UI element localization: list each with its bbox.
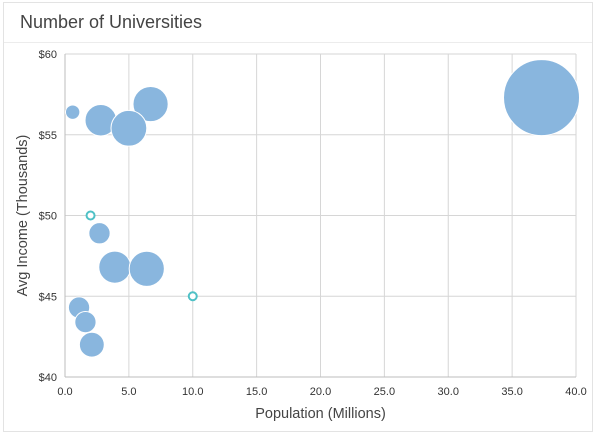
data-bubble xyxy=(74,310,97,334)
y-tick-label: $50 xyxy=(39,211,57,223)
y-tick-label: $55 xyxy=(39,130,57,142)
x-axis-title: Population (Millions) xyxy=(255,406,386,422)
chart-title: Number of Universities xyxy=(20,12,203,32)
y-tick-labels: $40 $45 $50 $55 $60 xyxy=(39,49,57,384)
x-tick-label: 40.0 xyxy=(565,386,586,398)
data-bubble xyxy=(128,250,165,287)
y-tick-label: $60 xyxy=(39,49,57,61)
chart-panel: Number of Universities xyxy=(3,2,593,432)
x-tick-label: 20.0 xyxy=(310,386,331,398)
x-tick-label: 0.0 xyxy=(57,386,72,398)
data-bubble xyxy=(110,109,148,147)
data-bubble xyxy=(98,250,132,284)
data-bubble xyxy=(78,331,105,358)
bubbles xyxy=(64,59,581,358)
data-bubble xyxy=(64,104,81,120)
x-tick-label: 10.0 xyxy=(182,386,203,398)
panel-header: Number of Universities xyxy=(4,3,592,43)
x-tick-label: 35.0 xyxy=(501,386,522,398)
y-axis-title: Avg Income (Thousands) xyxy=(15,135,31,297)
data-point-hollow xyxy=(85,210,96,221)
x-tick-label: 15.0 xyxy=(246,386,267,398)
y-tick-label: $45 xyxy=(39,291,57,303)
data-bubble xyxy=(503,59,581,137)
x-tick-label: 25.0 xyxy=(374,386,395,398)
y-tick-label: $40 xyxy=(39,372,57,384)
data-bubble xyxy=(132,85,169,123)
x-tick-labels: 0.0 5.0 10.0 15.0 20.0 25.0 30.0 35.0 40.0 xyxy=(57,386,586,398)
data-bubble xyxy=(88,222,111,245)
x-tick-label: 30.0 xyxy=(438,386,459,398)
axis-lines xyxy=(64,54,576,378)
data-point-hollow xyxy=(187,291,198,302)
x-tick-label: 5.0 xyxy=(121,386,136,398)
